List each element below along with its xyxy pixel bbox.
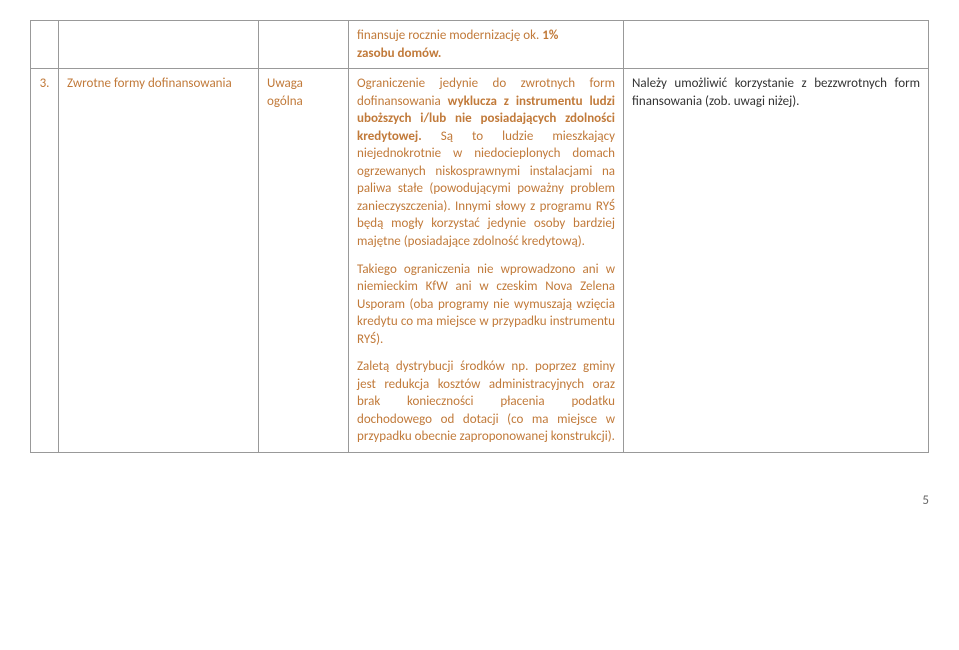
cell-response: Należy umożliwić korzystanie z bezzwrotn… xyxy=(624,69,929,453)
cell-num xyxy=(31,21,59,69)
cell-title xyxy=(59,21,259,69)
text: Należy umożliwić korzystanie z bezzwrotn… xyxy=(632,75,920,110)
text-bold: zasobu domów. xyxy=(357,46,441,61)
cell-response xyxy=(624,21,929,69)
cell-num: 3. xyxy=(31,69,59,453)
text: Są to ludzie mieszkający niejednokrotnie… xyxy=(357,129,615,249)
table-row: finansuje rocznie modernizację ok. 1% za… xyxy=(31,21,929,69)
cell-note: Uwaga ogólna xyxy=(259,69,349,453)
cell-note xyxy=(259,21,349,69)
text: Zaletą dystrybucji środków np. poprzez g… xyxy=(357,358,615,446)
cell-comment: finansuje rocznie modernizację ok. 1% za… xyxy=(349,21,624,69)
text-bold: 1% xyxy=(542,28,558,43)
cell-title: Zwrotne formy dofinansowania xyxy=(59,69,259,453)
text: Takiego ograniczenia nie wprowadzono ani… xyxy=(357,261,615,349)
comments-table: finansuje rocznie modernizację ok. 1% za… xyxy=(30,20,929,453)
cell-comment: Ograniczenie jedynie do zwrotnych form d… xyxy=(349,69,624,453)
text: finansuje rocznie modernizację ok. xyxy=(357,28,542,43)
page-number: 5 xyxy=(30,493,929,508)
table-row: 3. Zwrotne formy dofinansowania Uwaga og… xyxy=(31,69,929,453)
